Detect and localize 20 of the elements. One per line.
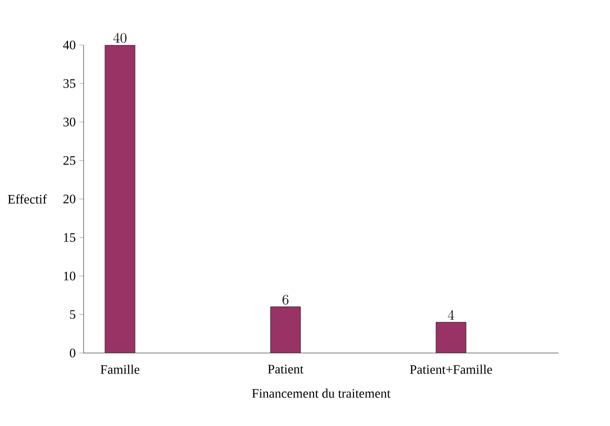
y-tick-label: 15 xyxy=(64,233,76,242)
y-axis-title: Effectif xyxy=(8,194,47,204)
bar xyxy=(270,306,301,353)
x-axis-title: Financement du traitement xyxy=(252,388,390,398)
y-tick-label: 5 xyxy=(70,310,76,319)
y-tick-label: 40 xyxy=(63,40,76,50)
bar xyxy=(436,322,466,353)
y-tick-label: 20 xyxy=(63,194,76,204)
y-tick-label: 35 xyxy=(63,79,76,88)
y-tick-label: 25 xyxy=(63,156,76,165)
data-label: 40 xyxy=(113,32,126,43)
x-tick-label: Patient+Famille xyxy=(410,364,492,374)
data-label: 4 xyxy=(448,310,454,320)
y-tick-label: 10 xyxy=(64,272,76,280)
data-label: 6 xyxy=(282,294,288,305)
bar xyxy=(105,45,136,353)
y-tick-label: 0 xyxy=(70,348,76,358)
x-tick-label: Famille xyxy=(100,364,140,374)
y-tick-label: 30 xyxy=(63,118,76,126)
x-tick-label: Patient xyxy=(268,364,304,374)
